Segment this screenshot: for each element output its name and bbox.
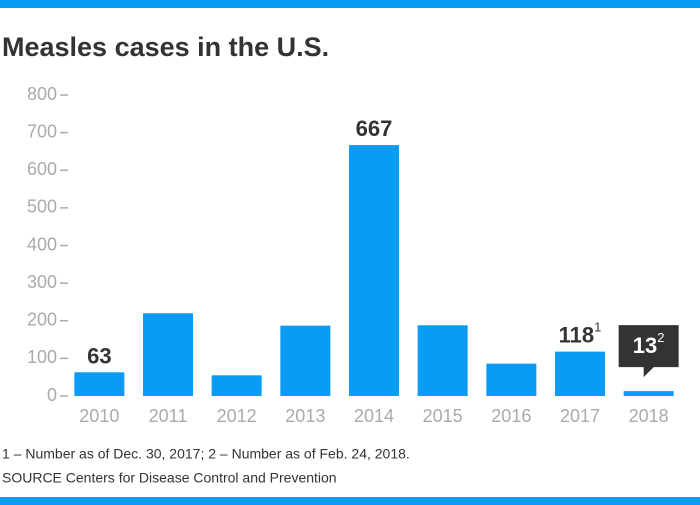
y-tick-label: 700 xyxy=(27,121,57,141)
y-tick-label: 100 xyxy=(27,347,57,367)
bar xyxy=(623,391,674,396)
bottom-bar xyxy=(0,497,700,505)
bar xyxy=(349,145,399,396)
x-tick-label: 2015 xyxy=(423,406,463,426)
bar xyxy=(74,372,125,396)
callout-box xyxy=(618,325,679,378)
source: SOURCE Centers for Disease Control and P… xyxy=(2,470,337,486)
value-label: 667 xyxy=(356,116,393,141)
x-tick-label: 2017 xyxy=(560,406,600,426)
x-tick-label: 2016 xyxy=(491,406,531,426)
value-label-note: 1 xyxy=(594,320,601,335)
x-tick-label: 2012 xyxy=(217,406,257,426)
y-tick-label: 500 xyxy=(27,197,57,217)
x-tick-label: 2013 xyxy=(285,406,325,426)
value-label-text: 13 xyxy=(633,333,657,358)
x-tick-label: 2014 xyxy=(354,406,394,426)
bar xyxy=(211,375,262,396)
x-tick-label: 2018 xyxy=(629,406,669,426)
value-label-text: 63 xyxy=(87,343,111,368)
value-label: 1181 xyxy=(559,320,602,347)
bar xyxy=(143,313,193,396)
value-label-note: 2 xyxy=(657,331,664,346)
x-tick-label: 2011 xyxy=(149,406,188,426)
bar xyxy=(280,325,331,396)
value-label: 132 xyxy=(633,331,665,358)
value-label-text: 118 xyxy=(559,322,595,347)
value-label: 63 xyxy=(87,343,111,368)
y-tick-label: 200 xyxy=(27,310,57,330)
y-tick-label: 600 xyxy=(27,159,57,179)
bar xyxy=(555,351,605,396)
y-tick-label: 400 xyxy=(27,234,57,254)
bar xyxy=(417,325,468,396)
y-tick-label: 800 xyxy=(27,84,57,104)
bar xyxy=(486,363,537,396)
footnote: 1 – Number as of Dec. 30, 2017; 2 – Numb… xyxy=(2,446,410,462)
top-bar xyxy=(0,0,700,8)
chart-title: Measles cases in the U.S. xyxy=(2,32,329,62)
y-tick-label: 300 xyxy=(27,272,57,292)
x-tick-label: 2010 xyxy=(79,406,119,426)
value-label-text: 667 xyxy=(356,116,393,141)
y-tick-label: 0 xyxy=(47,385,57,405)
